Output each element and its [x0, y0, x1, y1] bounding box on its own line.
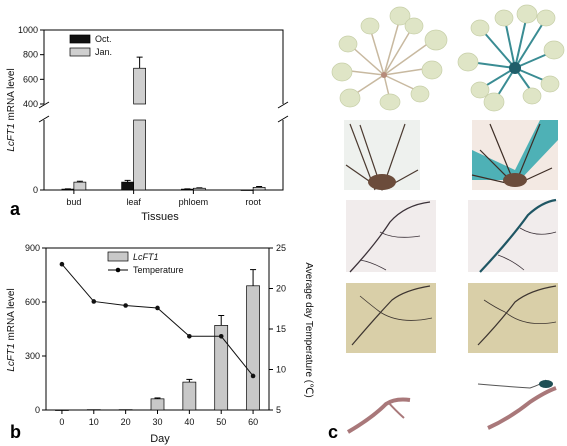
leaf-vein-control-image: [346, 200, 436, 273]
panel-a-legend-label-0: Oct.: [95, 34, 112, 44]
panel-a-ytick-label: 400: [23, 99, 38, 109]
leaf-base-control-image: [344, 120, 420, 191]
panel-b-ytick-label: 300: [25, 351, 40, 361]
panel-b-xtick-label: 0: [59, 417, 64, 427]
panel-a-bar-Jan.-phloem: [193, 187, 206, 191]
panel-b-bar-day-0: [55, 409, 69, 411]
panel-b-y2tick-label: 20: [276, 284, 286, 294]
panel-b-xtick-label: 60: [248, 417, 258, 427]
panel-a-bar-Jan.-bud: [73, 181, 87, 191]
panel-b-legend-label-line: Temperature: [133, 265, 184, 275]
panel-a-bar-Jan.-leaf-lower: [133, 119, 146, 191]
panel-a-chart: LcFT1 mRNA level Tissues a 400 600 800 1000…: [6, 25, 289, 223]
panel-a-axes-frame: [43, 29, 284, 191]
panel-b-legend-label-bar: LcFT1: [133, 252, 159, 262]
panel-a-legend-swatch-0: [69, 34, 91, 44]
leaf-detail-stained-image: [468, 283, 558, 353]
panel-b-xtick-label: 30: [152, 417, 162, 427]
panel-b-y2label: Average day Temperature (℃): [303, 262, 314, 397]
panel-b-ytick-label: 900: [25, 243, 40, 253]
panel-a-bar-Oct.-root: [240, 189, 254, 191]
panel-a-legend-label-1: Jan.: [95, 47, 112, 57]
panel-a-ytick-label: 0: [33, 185, 38, 195]
panel-c-photo-grid: c: [328, 4, 565, 442]
seedling-stained-image: [457, 4, 565, 112]
panel-a-break-mark-left-1: [38, 101, 50, 109]
panel-b-temperature-point-day-60: [250, 373, 256, 379]
panel-a-xtick-label: bud: [66, 197, 81, 207]
panel-a-xtick-label: root: [245, 197, 261, 207]
panel-b-xtick-label: 10: [89, 417, 99, 427]
panel-b-temperature-point-day-50: [218, 333, 224, 339]
panel-b-legend-swatch-marker: [115, 267, 121, 273]
panel-b-ytick-label: 0: [35, 405, 40, 415]
leaf-base-stained-image: [471, 120, 558, 190]
panel-b-chart: LcFT1 mRNA level Average day Temperature…: [6, 243, 314, 445]
panel-a-bar-Jan.-leaf: [133, 67, 146, 105]
panel-b-bar-day-20: [118, 409, 133, 411]
panel-a-bar-Oct.-leaf: [121, 181, 134, 191]
panel-b-ytick-label: 600: [25, 297, 40, 307]
panel-c-letter: c: [328, 422, 338, 442]
panel-b-y2tick-label: 15: [276, 324, 286, 334]
panel-b-temperature-point-day-0: [59, 261, 65, 267]
leaf-vein-stained-image: [468, 198, 558, 273]
panel-b-xtick-label: 20: [121, 417, 131, 427]
panel-b-bar-day-40: [182, 381, 197, 411]
panel-a-break-mark-right-1: [277, 101, 289, 109]
panel-b-bar-day-30: [150, 398, 165, 411]
panel-a-xtick-label: leaf: [126, 197, 141, 207]
panel-a-ylabel: LcFT1 mRNA level: [6, 68, 17, 151]
panel-a-xtick-label: phloem: [179, 197, 209, 207]
panel-a-ytick-label: 800: [23, 50, 38, 60]
root-control-image: [346, 397, 411, 434]
panel-a-break-mark-left-2: [38, 115, 50, 123]
seedling-control-image: [331, 6, 448, 111]
panel-b-bar-day-10: [86, 409, 101, 411]
panel-a-ytick-label: 600: [23, 74, 38, 84]
panel-b-y2tick-label: 5: [276, 405, 281, 415]
panel-b-y2tick-label: 10: [276, 365, 286, 375]
panel-b-bar-day-60: [246, 285, 260, 411]
panel-b-xtick-label: 50: [216, 417, 226, 427]
panel-b-temperature-point-day-40: [187, 333, 192, 339]
panel-b-temperature-point-day-20: [123, 303, 128, 308]
panel-a-letter: a: [10, 199, 21, 219]
panel-b-temperature-point-day-30: [155, 305, 160, 311]
panel-b-temperature-point-day-10: [91, 299, 97, 304]
panel-a-xlabel: Tissues: [141, 211, 179, 223]
panel-b-y2tick-label: 25: [276, 243, 286, 253]
root-stained-image: [477, 379, 557, 430]
panel-a-bar-Jan.-root: [252, 187, 266, 191]
panel-a-ytick-label: 1000: [18, 25, 38, 35]
panel-a-legend-swatch-1: [69, 47, 91, 57]
panel-b-legend-swatch-bar: [107, 251, 129, 262]
leaf-detail-control-image: [346, 283, 436, 353]
panel-b-letter: b: [10, 422, 21, 442]
panel-b-xtick-label: 40: [184, 417, 194, 427]
panel-b-ylabel: LcFT1 mRNA level: [6, 288, 17, 371]
panel-b-xlabel: Day: [150, 433, 170, 445]
panel-a-break-mark-right-2: [277, 115, 289, 123]
